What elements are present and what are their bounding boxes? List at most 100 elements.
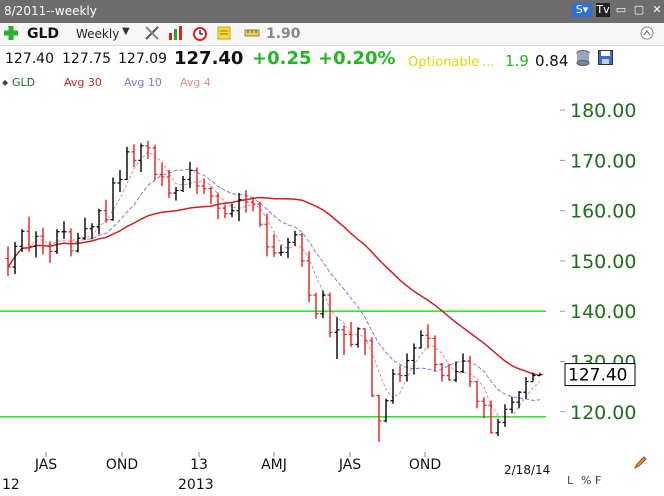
sync-icon[interactable]: S▾ bbox=[572, 3, 592, 17]
period-select[interactable]: Weekly bbox=[76, 27, 120, 41]
extra-value-1: 1.9 bbox=[505, 52, 529, 70]
ohlc-bar bbox=[40, 227, 46, 255]
ohlc-bar bbox=[278, 245, 284, 256]
ohlc-bar bbox=[327, 292, 333, 338]
x-tick-label: JAS bbox=[34, 457, 57, 473]
y-tick-label: 160.00 bbox=[570, 201, 636, 223]
ohlc-bar bbox=[194, 167, 200, 195]
x-sub-label: 12 bbox=[2, 477, 20, 493]
x-axis: JAS OND 13 AMJ JAS OND 2/18/14 12 2013 bbox=[2, 452, 550, 493]
last-price-label: 127.40 bbox=[568, 366, 627, 386]
indicators-icon[interactable] bbox=[168, 25, 184, 41]
ohlc-bar bbox=[313, 293, 319, 319]
x-tick-label: OND bbox=[106, 457, 138, 473]
ohlc-bar bbox=[530, 372, 536, 383]
ohlc-bar bbox=[404, 353, 410, 382]
bottom-label-f[interactable]: F bbox=[595, 474, 602, 487]
avg30-line bbox=[7, 196, 541, 377]
maximize-icon[interactable]: ▢ bbox=[633, 3, 645, 16]
optionable-label: Optionable bbox=[408, 55, 480, 70]
ohlc-bar bbox=[110, 177, 116, 221]
ohlc-bar bbox=[271, 233, 277, 257]
extra-value-2: 0.84 bbox=[535, 52, 569, 70]
ohlc-bar bbox=[229, 203, 235, 218]
minimize-icon[interactable]: ▭ bbox=[615, 3, 627, 16]
ohlc-bar bbox=[341, 325, 347, 355]
ohlc-bar bbox=[201, 178, 207, 195]
period-dropdown-icon[interactable]: ▼ bbox=[122, 26, 130, 37]
ohlc-bar bbox=[425, 324, 431, 349]
ohlc-bar bbox=[180, 175, 186, 193]
ohlc-bar bbox=[96, 208, 102, 235]
close-icon[interactable]: ✕ bbox=[652, 3, 662, 16]
notes-icon[interactable] bbox=[216, 25, 232, 41]
avg10-line bbox=[7, 168, 541, 401]
y-tick-label: 170.00 bbox=[570, 150, 636, 172]
ruler-icon[interactable] bbox=[244, 25, 260, 41]
ohlc-bar bbox=[82, 217, 88, 240]
ohlc-bar bbox=[348, 321, 354, 347]
ohlc-bar bbox=[250, 197, 256, 212]
indicator-value: 1.90 bbox=[266, 26, 301, 42]
ohlc-bar bbox=[418, 330, 424, 349]
price-change-percent: +0.20% bbox=[318, 48, 396, 69]
add-symbol-icon[interactable] bbox=[3, 25, 19, 41]
ohlc-bar bbox=[89, 223, 95, 240]
ohlc-bar bbox=[292, 230, 298, 246]
tools-icon[interactable] bbox=[144, 25, 160, 41]
ohlc-bar bbox=[33, 231, 39, 258]
ohlc-bar bbox=[320, 290, 326, 319]
y-axis: 180.00170.00160.00150.00140.00130.00120.… bbox=[560, 100, 636, 424]
tv-icon[interactable]: Tv bbox=[596, 3, 610, 17]
x-tick-label: JAS bbox=[338, 457, 361, 473]
ohlc-bar bbox=[103, 199, 109, 223]
ohlc-bar bbox=[523, 377, 529, 399]
ohlc-bar bbox=[264, 213, 270, 257]
ohlc-bar bbox=[467, 355, 473, 388]
bottom-label-l[interactable]: L bbox=[567, 474, 574, 487]
save-icon[interactable] bbox=[598, 50, 613, 69]
pencil-icon[interactable] bbox=[633, 456, 647, 473]
y-tick-label: 140.00 bbox=[570, 301, 636, 323]
ohlc-bar bbox=[166, 169, 172, 199]
ohlc-bar bbox=[222, 204, 228, 219]
ohlc-bar bbox=[502, 404, 508, 427]
alarm-clock-icon[interactable] bbox=[192, 25, 208, 41]
ohlc-bar bbox=[390, 369, 396, 404]
ohlc-bar bbox=[446, 364, 452, 381]
x-tick-label: OND bbox=[409, 457, 441, 473]
ohlc-bar bbox=[5, 246, 11, 277]
ohlc-bar bbox=[117, 169, 123, 193]
ohlc-bar bbox=[138, 143, 144, 172]
database-icon[interactable] bbox=[576, 50, 590, 70]
ohlc-bar bbox=[61, 221, 67, 239]
legend-gld: GLD bbox=[12, 76, 36, 89]
ohlc-bar bbox=[516, 391, 522, 409]
price-change: +0.25 bbox=[252, 48, 312, 69]
ohlc-bar bbox=[474, 381, 480, 409]
ohlc-bar bbox=[124, 146, 130, 181]
symbol-field[interactable]: GLD bbox=[27, 26, 60, 42]
avg4-line bbox=[7, 150, 541, 418]
ohlc-bar bbox=[243, 190, 249, 213]
legend-avg4: Avg 4 bbox=[180, 76, 211, 89]
more-ellipsis[interactable]: ... bbox=[482, 55, 495, 70]
ohlc-bar bbox=[432, 335, 438, 372]
high-price: 127.75 bbox=[62, 51, 111, 67]
ohlc-bar bbox=[19, 229, 25, 252]
scroll-up-icon[interactable] bbox=[640, 26, 654, 44]
open-price: 127.40 bbox=[5, 51, 54, 67]
ohlc-bar bbox=[509, 396, 515, 414]
ohlc-bar bbox=[208, 186, 214, 205]
ohlc-bar bbox=[152, 144, 158, 180]
legend-toggle-icon[interactable]: ◆ bbox=[2, 78, 9, 87]
low-price: 127.09 bbox=[118, 51, 167, 67]
x-tick-label: AMJ bbox=[261, 457, 287, 473]
horizontal-lines bbox=[0, 310, 546, 418]
bottom-label-pct[interactable]: % bbox=[581, 474, 592, 487]
ohlc-bar bbox=[257, 201, 263, 227]
ohlc-bar bbox=[306, 251, 312, 303]
toolbar: GLD Weekly ▼ 1.90 bbox=[0, 23, 664, 46]
